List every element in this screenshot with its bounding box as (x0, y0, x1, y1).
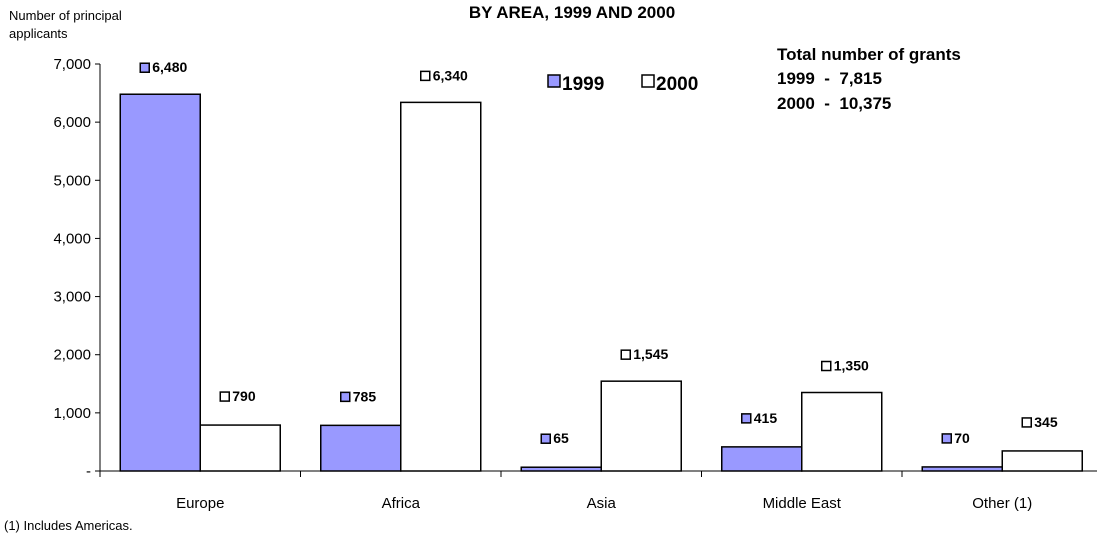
data-label-1999: 65 (540, 430, 569, 446)
legend-swatch-1999 (547, 74, 561, 88)
x-tick-label: Europe (176, 495, 224, 512)
data-label-value: 345 (1034, 414, 1058, 430)
data-label-value: 1,545 (633, 346, 668, 362)
bar-2000 (600, 380, 682, 472)
bar-2000 (1001, 450, 1083, 472)
data-label-2000: 1,545 (620, 346, 668, 362)
data-label-marker (540, 433, 551, 444)
data-label-1999: 70 (941, 430, 970, 446)
data-label-value: 65 (553, 430, 569, 446)
bar-1999 (119, 93, 201, 472)
x-tick-label: Middle East (763, 495, 842, 512)
legend-swatch-2000 (641, 74, 655, 88)
data-label-1999: 415 (741, 410, 778, 426)
y-tick-label: 1,000 (53, 405, 91, 422)
data-label-marker (821, 360, 832, 372)
y-tick-label: 5,000 (53, 172, 91, 189)
legend-label-1999: 1999 (562, 74, 604, 95)
data-label-value: 6,480 (152, 59, 187, 75)
annotation-line: 2000 - 10,375 (777, 94, 891, 113)
data-label-marker (1021, 417, 1032, 428)
y-tick-label: 4,000 (53, 230, 91, 247)
y-tick-label: - (86, 463, 91, 480)
data-label-value: 70 (954, 430, 970, 446)
bar-1999 (921, 466, 1003, 472)
data-label-2000: 345 (1021, 414, 1058, 430)
annotation-heading: Total number of grants (777, 45, 961, 64)
bar-1999 (721, 446, 803, 472)
data-label-value: 790 (232, 388, 256, 404)
bars (119, 93, 1083, 472)
annotation-line: 1999 - 7,815 (777, 69, 882, 88)
data-label-1999: 6,480 (139, 59, 187, 75)
y-axis-label-line-1: Number of principal (9, 8, 122, 23)
data-label-marker (620, 349, 631, 360)
data-label-marker (340, 391, 351, 403)
data-label-value: 1,350 (834, 358, 869, 374)
data-label-marker (139, 62, 150, 73)
data-label-marker (941, 433, 952, 444)
data-label-1999: 785 (340, 388, 377, 404)
data-label-marker (420, 70, 431, 82)
data-label-value: 415 (754, 410, 778, 426)
data-label-value: 6,340 (433, 67, 468, 83)
data-label-marker (741, 413, 752, 424)
totals-annotation: Total number of grants 1999 - 7,815 2000 -… (777, 45, 961, 113)
footnote: (1) Includes Americas. (4, 518, 133, 533)
bar-2000 (801, 391, 883, 472)
chart-title: BY AREA, 1999 AND 2000 (469, 3, 675, 22)
x-tick-label: Asia (587, 495, 617, 512)
bar-1999 (320, 424, 402, 472)
data-labels: 6,480 785 65 415 70 790 6,340 1,545 1,350 345 (139, 59, 1058, 446)
bar-2000 (400, 101, 482, 472)
data-label-2000: 6,340 (420, 67, 468, 83)
y-tick-label: 7,000 (53, 56, 91, 73)
y-tick-label: 6,000 (53, 114, 91, 131)
legend: 1999 2000 (547, 74, 698, 95)
axes: - 1,000 2,000 3,000 4,000 5,000 6,000 7,000 Euro… (53, 56, 1097, 512)
bar-1999 (520, 466, 602, 472)
y-axis-label: Number of principal applicants (9, 8, 122, 41)
data-label-2000: 1,350 (821, 358, 869, 374)
x-tick-label: Other (1) (972, 495, 1032, 512)
legend-label-2000: 2000 (656, 74, 698, 95)
bar-2000 (199, 424, 281, 472)
data-label-value: 785 (353, 388, 377, 404)
x-tick-label: Africa (382, 495, 421, 512)
y-tick-label: 2,000 (53, 347, 91, 364)
y-axis-label-line-2: applicants (9, 26, 68, 41)
y-tick-label: 3,000 (53, 289, 91, 306)
data-label-marker (219, 391, 230, 402)
data-label-2000: 790 (219, 388, 256, 404)
